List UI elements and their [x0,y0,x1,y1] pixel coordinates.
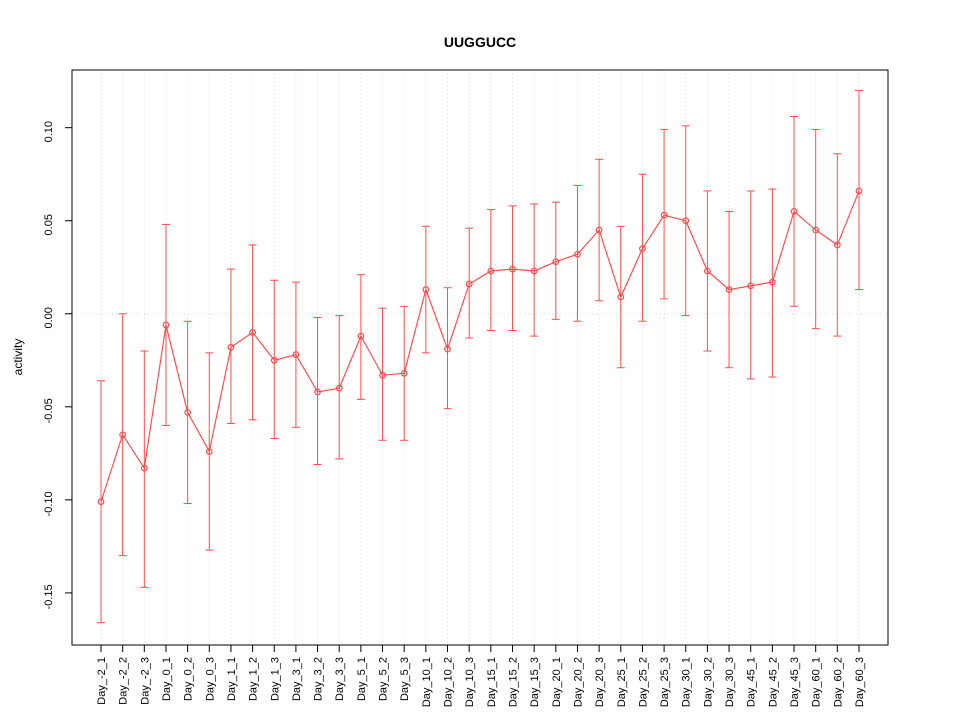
x-tick-label: Day_3_3 [334,657,346,701]
x-tick-label: Day_20_3 [594,657,606,707]
data-point [530,267,538,275]
x-tick-label: Day_60_1 [811,657,823,707]
x-tick-label: Day_45_3 [789,657,801,707]
chart-title: UUGGUCC [444,34,516,50]
y-tick-label: 0.10 [43,121,55,142]
data-point [790,208,798,215]
data-point [184,408,192,416]
data-point [768,278,776,286]
x-tick-label: Day_3_1 [291,657,303,701]
data-point [292,351,300,359]
data-point [314,388,321,396]
data-point [162,321,170,329]
data-point [704,267,711,275]
data-point [379,371,386,379]
x-tick-label: Day_30_3 [724,657,736,707]
x-tick-label: Day_10_2 [443,657,455,707]
data-point [855,187,863,195]
x-tick-label: Day_15_1 [486,657,498,707]
data-point [639,245,646,253]
x-tick-label: Day_3_2 [313,657,325,701]
series-line [100,190,860,502]
data-point [400,369,408,377]
x-tick-label: Day_45_1 [746,657,758,707]
data-point [119,431,127,439]
data-point [465,280,473,288]
data-point [205,448,213,455]
x-tick-label: Day_60_2 [832,657,844,707]
data-point [617,293,625,301]
plot-area: 0.10 0.05 0.00 -0.05 -0.10 -0.15 Day_-2_1 Day_-… [43,69,889,707]
x-tick-label: Day_0_1 [161,657,173,701]
y-tick-label: -0.10 [43,491,55,516]
x-tick-label: Day_10_3 [464,657,476,707]
data-point [509,265,516,273]
x-tick-label: Day_5_3 [399,657,411,701]
x-tick-label: Day_25_1 [616,657,628,707]
x-tick-label: Day_-2_1 [96,657,108,705]
x-tick-label: Day_45_2 [767,657,779,707]
data-point [270,356,278,364]
x-tick-label: Day_1_1 [226,657,238,701]
data-point [552,258,560,266]
x-tick-label: Day_20_2 [572,657,584,707]
data-point [357,332,365,340]
data-point [444,345,451,353]
x-tick-label: Day_0_3 [204,657,216,701]
y-axis-label: activity [11,339,25,376]
data-point [574,250,581,258]
data-point [227,343,235,351]
x-tick-label: Day_5_1 [356,657,368,701]
data-point [682,217,690,225]
x-tick-label: Day_1_2 [248,657,260,701]
x-tick-label: Day_-2_2 [118,657,130,705]
x-tick-label: Day_15_2 [507,657,519,707]
x-tick-label: Day_25_3 [659,657,671,707]
x-tick-label: Day_20_1 [551,657,563,707]
data-point [833,241,841,249]
y-tick-label: -0.05 [43,398,55,423]
data-point [422,286,430,293]
x-tick-label: Day_-2_3 [139,657,151,705]
y-tick-label: -0.15 [43,584,55,609]
x-tick-label: Day_0_2 [183,657,195,701]
x-tick-label: Day_10_1 [421,657,433,707]
data-point [335,384,343,392]
plot-box [71,69,889,646]
data-point [487,267,495,275]
data-point [140,464,148,472]
y-tick-label: 0.00 [43,307,55,328]
y-tick-label: 0.05 [43,214,55,235]
x-tick-label: Day_15_3 [529,657,541,707]
data-point [249,328,257,336]
data-point [660,211,668,219]
x-tick-label: Day_30_1 [681,657,693,707]
data-point [747,282,755,290]
x-tick-label: Day_25_2 [637,657,649,707]
x-tick-label: Day_5_2 [378,657,390,701]
data-point [595,226,603,234]
data-point [725,286,733,293]
x-tick-label: Day_30_2 [702,657,714,707]
data-point [97,498,105,506]
x-tick-label: Day_1_3 [269,657,281,701]
x-tick-label: Day_60_3 [854,657,866,707]
data-point [812,226,820,234]
